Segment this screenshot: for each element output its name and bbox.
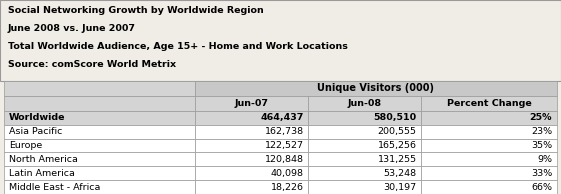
Text: Social Networking Growth by Worldwide Region: Social Networking Growth by Worldwide Re… xyxy=(8,6,264,15)
Bar xyxy=(421,180,557,194)
Text: 165,256: 165,256 xyxy=(378,141,417,150)
Bar xyxy=(4,152,195,166)
Text: 18,226: 18,226 xyxy=(270,183,304,192)
Text: 200,555: 200,555 xyxy=(378,127,417,136)
Text: 131,255: 131,255 xyxy=(378,155,417,164)
Bar xyxy=(4,166,195,180)
Text: 30,197: 30,197 xyxy=(384,183,417,192)
Bar xyxy=(0,0,561,81)
Text: Worldwide: Worldwide xyxy=(9,113,66,122)
Bar xyxy=(195,81,557,96)
Text: Unique Visitors (000): Unique Visitors (000) xyxy=(317,83,434,93)
Text: 580,510: 580,510 xyxy=(374,113,417,122)
Text: June 2008 vs. June 2007: June 2008 vs. June 2007 xyxy=(8,24,136,33)
Bar xyxy=(4,180,195,194)
Text: 35%: 35% xyxy=(531,141,552,150)
Bar xyxy=(308,180,421,194)
Bar xyxy=(421,152,557,166)
Text: 120,848: 120,848 xyxy=(265,155,304,164)
Bar xyxy=(421,125,557,139)
Bar xyxy=(195,125,308,139)
Bar xyxy=(4,139,195,152)
Text: 9%: 9% xyxy=(537,155,552,164)
Bar xyxy=(195,139,308,152)
Text: Latin America: Latin America xyxy=(9,169,75,178)
Text: Jun-08: Jun-08 xyxy=(348,99,381,108)
Text: Percent Change: Percent Change xyxy=(447,99,531,108)
Text: 162,738: 162,738 xyxy=(264,127,304,136)
Bar xyxy=(4,96,195,111)
Bar xyxy=(4,111,195,125)
Bar xyxy=(421,111,557,125)
Bar xyxy=(308,166,421,180)
Bar xyxy=(195,180,308,194)
Bar xyxy=(421,139,557,152)
Bar xyxy=(4,125,195,139)
Bar xyxy=(308,125,421,139)
Bar xyxy=(308,96,421,111)
Bar xyxy=(308,111,421,125)
Bar xyxy=(195,166,308,180)
Bar xyxy=(195,152,308,166)
Text: Source: comScore World Metrix: Source: comScore World Metrix xyxy=(8,60,176,69)
Bar xyxy=(308,139,421,152)
Bar xyxy=(421,166,557,180)
Text: 464,437: 464,437 xyxy=(260,113,304,122)
Text: 25%: 25% xyxy=(530,113,552,122)
Text: 40,098: 40,098 xyxy=(270,169,304,178)
Text: North America: North America xyxy=(9,155,78,164)
Text: 33%: 33% xyxy=(531,169,552,178)
Text: 66%: 66% xyxy=(531,183,552,192)
Bar xyxy=(195,96,308,111)
Bar xyxy=(421,96,557,111)
Text: Middle East - Africa: Middle East - Africa xyxy=(9,183,100,192)
Text: Jun-07: Jun-07 xyxy=(234,99,269,108)
Text: Asia Pacific: Asia Pacific xyxy=(9,127,62,136)
Text: 23%: 23% xyxy=(531,127,552,136)
Text: 53,248: 53,248 xyxy=(384,169,417,178)
Bar xyxy=(4,81,195,96)
Text: 122,527: 122,527 xyxy=(265,141,304,150)
Text: Europe: Europe xyxy=(9,141,42,150)
Bar xyxy=(308,152,421,166)
Bar xyxy=(195,111,308,125)
Text: Total Worldwide Audience, Age 15+ - Home and Work Locations: Total Worldwide Audience, Age 15+ - Home… xyxy=(8,42,348,51)
